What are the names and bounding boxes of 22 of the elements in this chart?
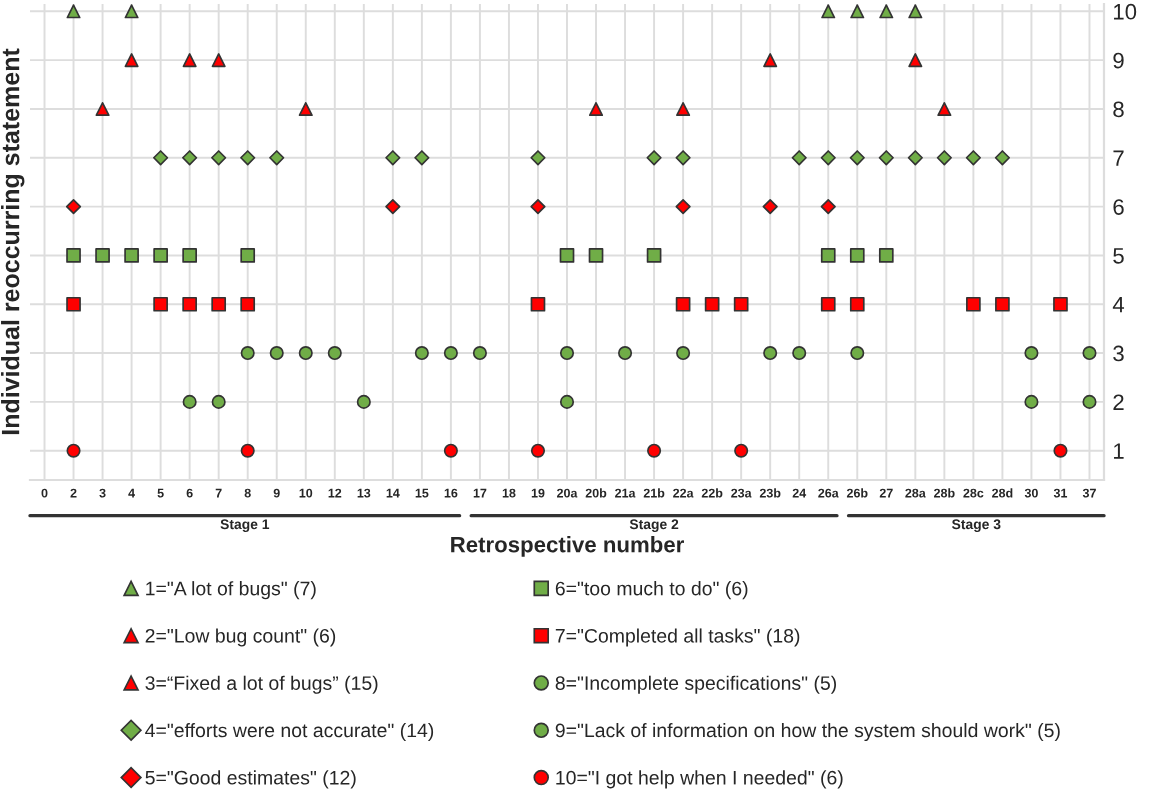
y-tick-label: 4 xyxy=(1112,297,1125,313)
legend-label: 2="Low bug count" (6) xyxy=(145,628,336,647)
legend-label: 5="Good estimates" (12) xyxy=(145,770,356,789)
y-tick-label: 7 xyxy=(1113,150,1124,166)
y-axis-title: Individual reoccurring statement xyxy=(1,48,25,435)
y-tick-label: 8 xyxy=(1113,101,1124,118)
y-tick-label: 1 xyxy=(1114,443,1124,459)
legend-label: 9="Lack of information on how the system should work" (5) xyxy=(555,722,1060,742)
y-tick-label: 6 xyxy=(1113,199,1124,215)
legend-label: 1="A lot of bugs" (7) xyxy=(146,581,316,600)
legend-label: 7="Completed all tasks" (18) xyxy=(555,628,800,647)
legend-label: 8="Incomplete specifications" (5) xyxy=(555,675,837,694)
y-tick-label: 2 xyxy=(1113,394,1124,410)
legend-label: 6="too much to do" (6) xyxy=(555,581,748,600)
y-tick-label: 3 xyxy=(1113,345,1124,362)
y-tick-label: 9 xyxy=(1113,52,1124,69)
y-tick-label: 5 xyxy=(1113,248,1124,264)
legend-label: 4="efforts were not accurate" (14) xyxy=(145,722,434,742)
legend-label: 3=“Fixed a lot of bugs” (15) xyxy=(145,675,378,694)
y-tick-label: 10 xyxy=(1114,3,1137,20)
legend-label: 10="I got help when I needed" (6) xyxy=(556,770,843,789)
x-axis-title: Retrospective number xyxy=(451,536,684,557)
